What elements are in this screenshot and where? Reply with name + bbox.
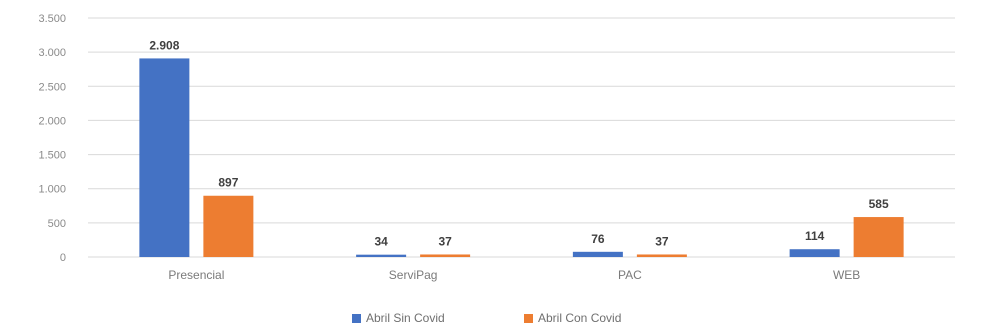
legend-swatch [524, 314, 533, 323]
bar-web-con-covid [853, 217, 904, 257]
data-label: 114 [805, 229, 825, 243]
category-label: PAC [618, 268, 642, 282]
y-tick-label: 1.500 [38, 150, 66, 162]
category-label: ServiPag [389, 268, 438, 282]
bar-servipag-con-covid [420, 254, 471, 257]
bar-presencial-con-covid [203, 195, 254, 257]
data-label: 76 [591, 232, 605, 246]
bars [139, 58, 904, 258]
legend-label: Abril Con Covid [538, 311, 621, 325]
data-label: 34 [374, 235, 388, 249]
legend-swatch [352, 314, 361, 323]
y-tick-label: 3.500 [38, 13, 66, 25]
legend: Abril Sin Covid Abril Con Covid [352, 311, 621, 325]
x-axis-category-labels: Presencial ServiPag PAC WEB [168, 268, 860, 282]
category-label: WEB [833, 268, 860, 282]
y-tick-label: 0 [60, 252, 66, 264]
y-tick-label: 2.000 [38, 115, 66, 127]
y-tick-label: 500 [48, 218, 66, 230]
bar-web-sin-covid [789, 249, 840, 257]
data-label: 37 [438, 234, 452, 248]
data-label: 585 [869, 197, 889, 211]
bar-servipag-sin-covid [356, 254, 407, 257]
bar-presencial-sin-covid [139, 58, 190, 258]
y-tick-label: 1.000 [38, 184, 66, 196]
y-axis-tick-labels: 0 500 1.000 1.500 2.000 2.500 3.000 3.500 [38, 13, 66, 264]
y-tick-label: 3.000 [38, 47, 66, 59]
data-label: 897 [218, 176, 238, 190]
bar-pac-sin-covid [572, 251, 623, 257]
data-label: 2.908 [149, 38, 179, 52]
data-labels: 2.908 897 34 37 76 37 114 585 [149, 38, 889, 248]
data-label: 37 [655, 234, 669, 248]
category-label: Presencial [168, 268, 224, 282]
bar-pac-con-covid [636, 254, 687, 257]
y-tick-label: 2.500 [38, 81, 66, 93]
legend-label: Abril Sin Covid [366, 311, 445, 325]
